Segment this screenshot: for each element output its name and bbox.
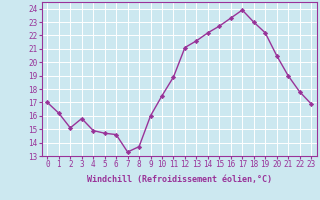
X-axis label: Windchill (Refroidissement éolien,°C): Windchill (Refroidissement éolien,°C) xyxy=(87,175,272,184)
